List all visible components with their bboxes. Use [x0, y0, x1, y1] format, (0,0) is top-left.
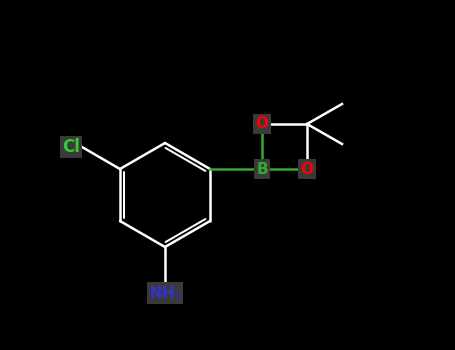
- Text: O: O: [301, 161, 313, 176]
- Text: Cl: Cl: [62, 138, 80, 156]
- Text: NH$_2$: NH$_2$: [148, 284, 182, 303]
- Text: B: B: [256, 161, 268, 176]
- Text: O: O: [256, 117, 268, 132]
